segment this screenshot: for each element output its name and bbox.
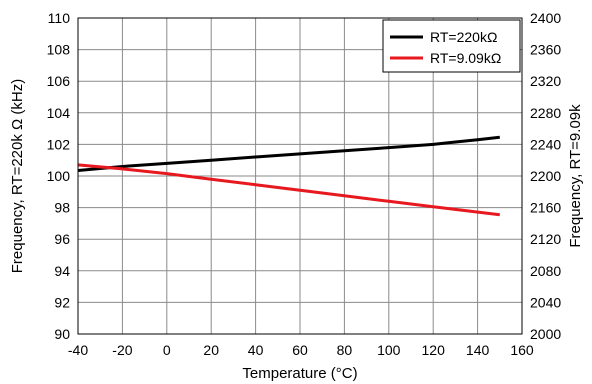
right-y-tick-labels: 2000 2040 2080 2120 2160 2200 2240 2280 2320 2360… [530, 10, 561, 342]
right-y-axis-title: Frequency, RT=9.09k [567, 104, 584, 248]
left-y-tick-label: 98 [54, 200, 70, 216]
right-y-tick-label: 2080 [530, 263, 561, 279]
left-y-tick-label: 108 [47, 42, 71, 58]
x-tick-label: 60 [292, 342, 308, 358]
x-tick-labels: -40 -20 0 20 40 60 80 100 120 140 160 [68, 342, 534, 358]
series-line-rt9-09k [77, 163, 500, 217]
legend: RT=220kΩ RT=9.09kΩ [382, 19, 521, 73]
left-y-tick-label: 102 [47, 136, 71, 152]
left-y-tick-label: 110 [48, 10, 71, 26]
series-lines [77, 135, 500, 217]
left-y-tick-label: 94 [54, 263, 70, 279]
x-tick-label: 100 [377, 342, 401, 358]
x-tick-label: 20 [203, 342, 219, 358]
right-y-tick-label: 2040 [530, 294, 561, 310]
right-y-tick-label: 2280 [530, 105, 561, 121]
left-y-tick-labels: 90 92 94 96 98 100 102 104 106 108 110 [47, 10, 71, 342]
x-tick-label: 40 [248, 342, 264, 358]
x-axis-title: Temperature (°C) [242, 365, 357, 382]
right-y-tick-label: 2200 [530, 168, 561, 184]
series-line-rt220k [77, 135, 500, 172]
legend-label-rt9-09k: RT=9.09kΩ [430, 50, 501, 66]
right-y-tick-label: 2000 [530, 326, 561, 342]
right-y-tick-label: 2320 [530, 73, 561, 89]
x-tick-label: 160 [510, 342, 534, 358]
legend-label-rt220k: RT=220kΩ [430, 29, 497, 45]
legend-box [382, 19, 521, 73]
left-y-tick-label: 106 [47, 73, 71, 89]
left-y-tick-label: 92 [54, 294, 70, 310]
right-y-tick-label: 2120 [530, 231, 561, 247]
right-y-tick-label: 2160 [530, 200, 561, 216]
left-y-tick-label: 100 [47, 168, 71, 184]
plot-frame [77, 17, 523, 335]
right-y-tick-label: 2240 [530, 136, 561, 152]
left-y-tick-label: 104 [47, 105, 71, 121]
x-tick-label: 80 [337, 342, 353, 358]
right-y-tick-label: 2400 [530, 10, 561, 26]
left-y-axis-title: Frequency, RT=220k Ω (kHz) [9, 79, 26, 273]
x-tick-label: 140 [466, 342, 490, 358]
x-tick-label: -40 [68, 342, 88, 358]
x-tick-label: 0 [163, 342, 171, 358]
right-y-tick-label: 2360 [530, 42, 561, 58]
x-tick-label: -20 [112, 342, 132, 358]
left-y-tick-label: 90 [54, 326, 70, 342]
x-tick-label: 120 [422, 342, 446, 358]
left-y-tick-label: 96 [54, 231, 70, 247]
